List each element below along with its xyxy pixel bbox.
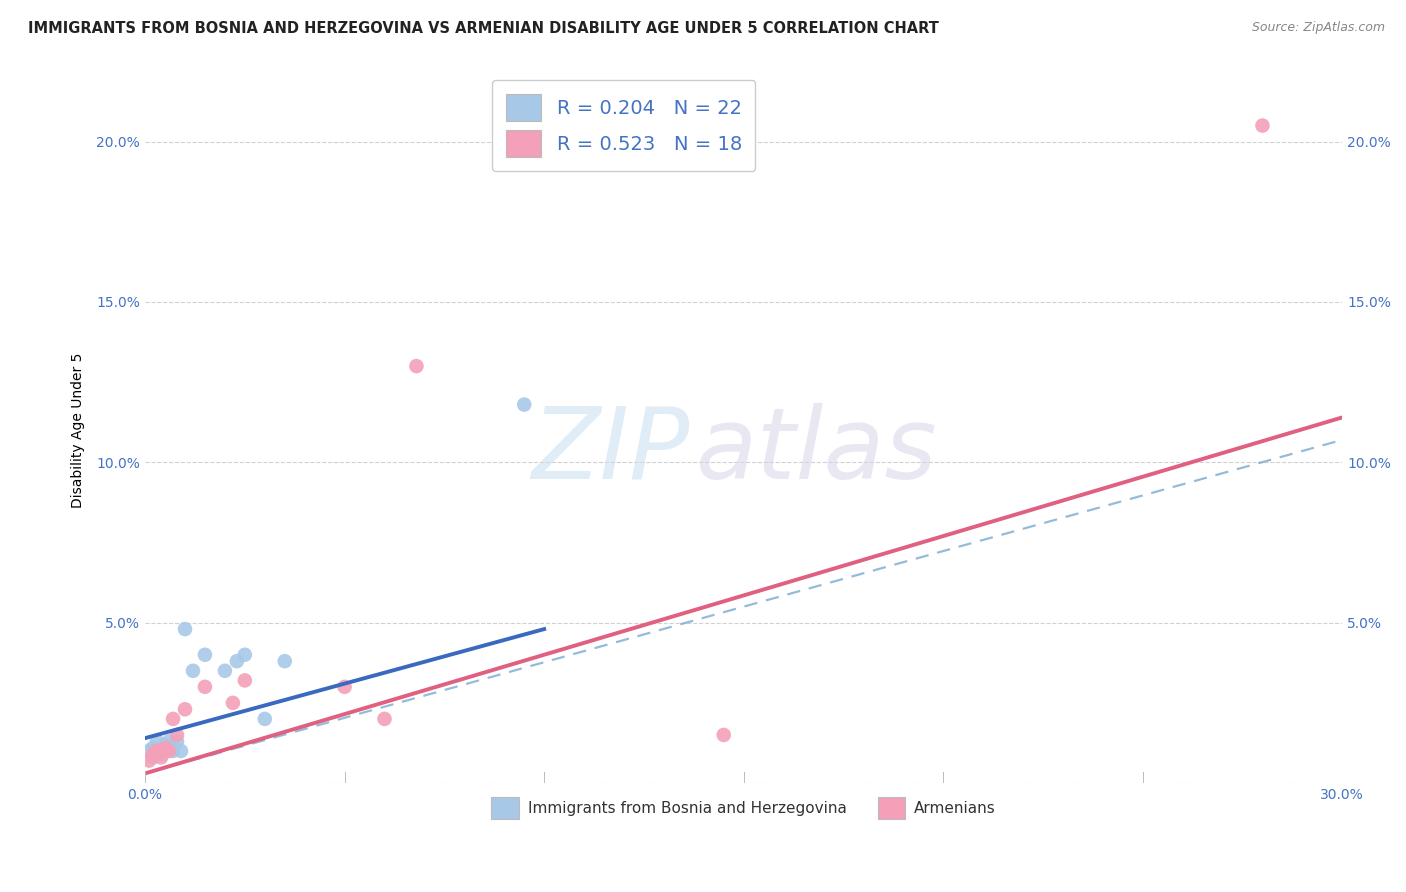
Point bbox=[405, 359, 427, 373]
Y-axis label: Disability Age Under 5: Disability Age Under 5 bbox=[72, 352, 86, 508]
Point bbox=[222, 696, 245, 710]
Point bbox=[233, 673, 256, 688]
Text: ZIP: ZIP bbox=[531, 403, 690, 500]
Point bbox=[146, 744, 169, 758]
Point bbox=[174, 622, 197, 636]
Legend: Immigrants from Bosnia and Herzegovina, Armenians: Immigrants from Bosnia and Herzegovina, … bbox=[485, 791, 1002, 825]
Point bbox=[153, 738, 176, 752]
Point bbox=[253, 712, 276, 726]
Point bbox=[153, 744, 176, 758]
Text: atlas: atlas bbox=[696, 403, 938, 500]
Point bbox=[181, 664, 204, 678]
Point bbox=[146, 744, 169, 758]
Point bbox=[166, 728, 188, 742]
Point bbox=[162, 712, 184, 726]
Point bbox=[150, 750, 173, 764]
Point bbox=[142, 750, 165, 764]
Point bbox=[225, 654, 247, 668]
Point bbox=[153, 740, 176, 755]
Point bbox=[233, 648, 256, 662]
Point bbox=[214, 664, 236, 678]
Point bbox=[146, 734, 169, 748]
Point bbox=[166, 734, 188, 748]
Point bbox=[174, 702, 197, 716]
Point bbox=[274, 654, 297, 668]
Point bbox=[146, 744, 169, 758]
Point bbox=[157, 734, 180, 748]
Point bbox=[333, 680, 356, 694]
Point bbox=[170, 744, 193, 758]
Point bbox=[1251, 119, 1274, 133]
Point bbox=[194, 648, 217, 662]
Point bbox=[142, 747, 165, 761]
Point bbox=[162, 740, 184, 755]
Point bbox=[142, 740, 165, 755]
Point bbox=[194, 680, 217, 694]
Text: Source: ZipAtlas.com: Source: ZipAtlas.com bbox=[1251, 21, 1385, 34]
Point bbox=[157, 744, 180, 758]
Point bbox=[162, 744, 184, 758]
Point bbox=[713, 728, 735, 742]
Point bbox=[150, 747, 173, 761]
Point bbox=[373, 712, 395, 726]
Text: IMMIGRANTS FROM BOSNIA AND HERZEGOVINA VS ARMENIAN DISABILITY AGE UNDER 5 CORREL: IMMIGRANTS FROM BOSNIA AND HERZEGOVINA V… bbox=[28, 21, 939, 36]
Point bbox=[513, 398, 536, 412]
Point bbox=[138, 754, 160, 768]
Point bbox=[138, 744, 160, 758]
